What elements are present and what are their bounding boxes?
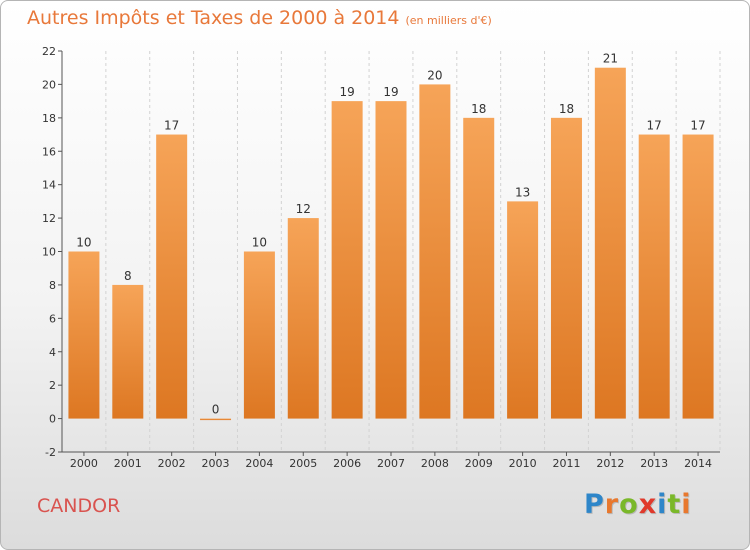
logo-letter: r [604, 489, 620, 520]
x-tick-label: 2013 [640, 457, 668, 470]
bar [156, 134, 188, 419]
y-tick-label: 10 [42, 246, 56, 259]
data-label: 21 [603, 52, 618, 66]
x-tick-label: 2007 [377, 457, 405, 470]
y-tick-label: 4 [49, 346, 56, 359]
y-tick-label: 2 [49, 379, 56, 392]
y-tick-label: 18 [42, 112, 56, 125]
x-tick-label: 2004 [245, 457, 273, 470]
bar [507, 201, 539, 419]
bar [463, 117, 495, 419]
data-label: 20 [427, 68, 442, 82]
y-tick-label: 22 [42, 45, 56, 58]
grid-lines [61, 51, 721, 452]
data-label: 0 [212, 403, 220, 417]
y-tick-label: 14 [42, 179, 56, 192]
bar [68, 251, 100, 419]
y-tick-label: 6 [49, 312, 56, 325]
data-labels: 10 8 17 0 10 12 19 19 20 18 13 18 21 17 17 [76, 52, 705, 417]
y-tick-label: 20 [42, 78, 56, 91]
data-label: 8 [124, 269, 132, 283]
data-label: 18 [559, 102, 574, 116]
bar [682, 134, 714, 419]
bar [638, 134, 670, 419]
y-tick-label: 12 [42, 212, 56, 225]
x-tick-label: 2008 [421, 457, 449, 470]
y-tick-label: 8 [49, 279, 56, 292]
bar [375, 101, 407, 419]
chart-subtitle: (en milliers d'€) [405, 14, 492, 27]
commune-name: CANDOR [37, 495, 121, 517]
data-label: 10 [252, 236, 267, 250]
x-tick-label: 2011 [552, 457, 580, 470]
logo-letter: x [638, 489, 658, 520]
chart-title-text: Autres Impôts et Taxes de 2000 à 2014 [27, 7, 400, 29]
x-tick-label: 2006 [333, 457, 361, 470]
x-tick-label: 2000 [70, 457, 98, 470]
x-tick-label: 2005 [289, 457, 317, 470]
bar [550, 117, 582, 419]
logo-letter: i [681, 489, 692, 520]
data-label: 17 [647, 119, 662, 133]
x-tick-label: 2014 [684, 457, 712, 470]
logo-letter: t [667, 489, 682, 520]
data-label: 13 [515, 185, 530, 199]
x-tick-label: 2001 [114, 457, 142, 470]
x-tick-label: 2002 [158, 457, 186, 470]
x-tick-label: 2009 [465, 457, 493, 470]
data-label: 18 [471, 102, 486, 116]
x-tick-label: 2010 [509, 457, 537, 470]
logo-letter: P [584, 489, 605, 520]
y-tick-label: 0 [49, 413, 56, 426]
bar [594, 67, 626, 419]
bar [331, 101, 363, 419]
x-tick-label: 2003 [202, 457, 230, 470]
logo-letter: i [657, 489, 668, 520]
bars [68, 67, 714, 421]
data-label: 10 [76, 236, 91, 250]
data-label: 19 [339, 85, 354, 99]
proxiti-logo[interactable]: Proxiti [584, 489, 692, 520]
bar [112, 284, 144, 419]
chart-title: Autres Impôts et Taxes de 2000 à 2014 (en… [27, 7, 492, 29]
bar [200, 418, 232, 421]
data-label: 17 [164, 119, 179, 133]
data-label: 12 [296, 202, 311, 216]
bar [287, 218, 319, 419]
y-tick-label: 16 [42, 145, 56, 158]
data-label: 17 [690, 119, 705, 133]
y-tick-label: -2 [45, 446, 56, 459]
x-tick-label: 2012 [596, 457, 624, 470]
logo-letter: o [619, 489, 639, 520]
bar [243, 251, 275, 419]
bar [419, 84, 451, 419]
data-label: 19 [383, 85, 398, 99]
